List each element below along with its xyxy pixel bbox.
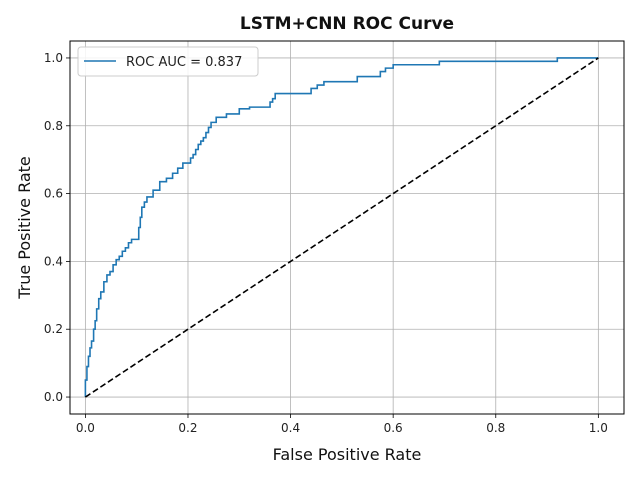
legend-label: ROC AUC = 0.837 bbox=[126, 55, 242, 70]
y-tick-label: 0.2 bbox=[44, 322, 63, 336]
x-axis-ticks: 0.0 0.2 0.4 0.6 0.8 1.0 bbox=[76, 414, 608, 435]
y-axis-ticks: 0.0 0.2 0.4 0.6 0.8 1.0 bbox=[44, 51, 70, 404]
x-tick-label: 0.0 bbox=[76, 421, 95, 435]
y-axis-label: True Positive Rate bbox=[15, 156, 34, 300]
x-tick-label: 0.8 bbox=[486, 421, 505, 435]
series-layer bbox=[84, 57, 599, 398]
y-tick-label: 0.8 bbox=[44, 119, 63, 133]
x-axis-label: False Positive Rate bbox=[273, 445, 422, 464]
roc-curve-line bbox=[84, 57, 599, 398]
y-tick-label: 0.4 bbox=[44, 254, 63, 268]
plot-area bbox=[70, 41, 624, 414]
legend: ROC AUC = 0.837 bbox=[77, 46, 259, 77]
y-tick-label: 1.0 bbox=[44, 51, 63, 65]
y-tick-label: 0.6 bbox=[44, 187, 63, 201]
x-tick-label: 0.2 bbox=[178, 421, 197, 435]
x-tick-label: 0.4 bbox=[281, 421, 300, 435]
y-tick-label: 0.0 bbox=[44, 390, 63, 404]
chance-diagonal-line bbox=[84, 57, 599, 398]
chart-title: LSTM+CNN ROC Curve bbox=[240, 14, 454, 34]
x-tick-label: 0.6 bbox=[384, 421, 403, 435]
plot-frame bbox=[69, 40, 625, 415]
legend-box bbox=[77, 46, 259, 77]
x-tick-label: 1.0 bbox=[589, 421, 608, 435]
